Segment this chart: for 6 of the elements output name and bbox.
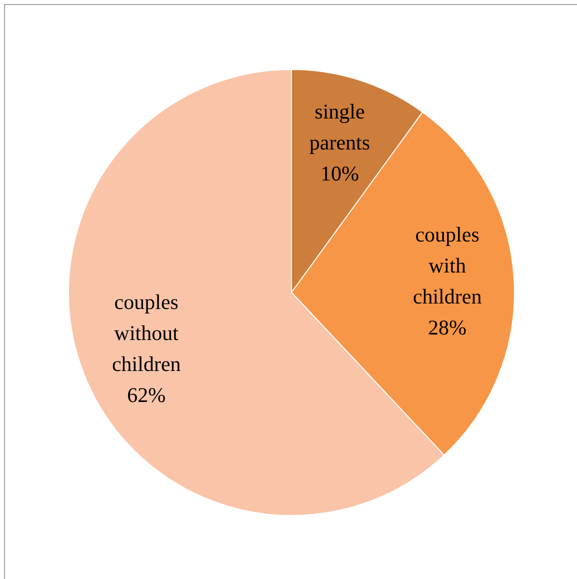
slice-label: couples without children xyxy=(112,290,182,376)
data-label: 10% xyxy=(320,162,359,186)
data-label: 28% xyxy=(428,316,467,340)
slice-label: single parents xyxy=(309,100,370,155)
slice-label: couples with children xyxy=(412,222,482,309)
data-label: 62% xyxy=(127,382,166,407)
